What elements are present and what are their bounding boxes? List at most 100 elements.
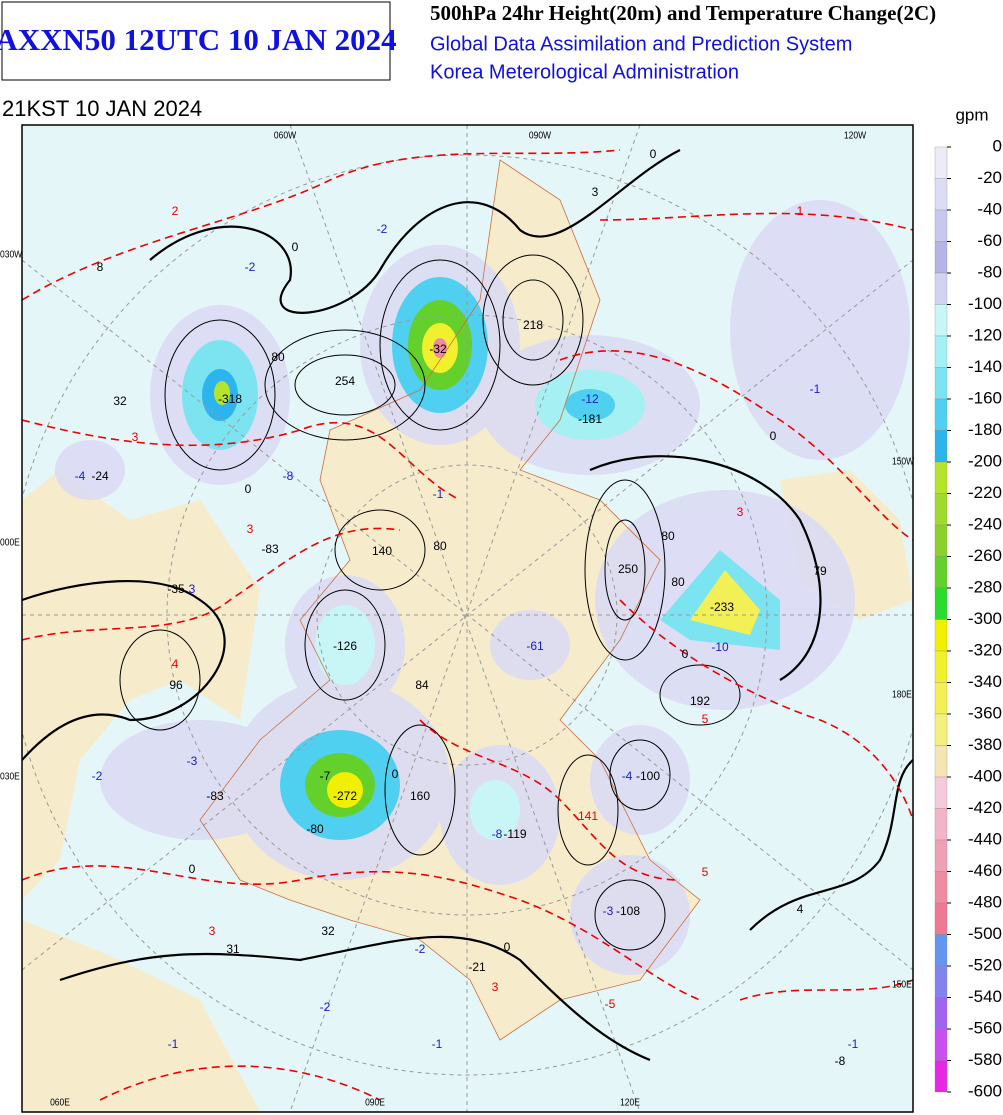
colorbar-swatch (934, 871, 948, 904)
colorbar-swatch (934, 713, 948, 746)
map-label: 0 (292, 240, 299, 254)
agency: Korea Meterological Administration (430, 61, 739, 83)
map-label: 141 (578, 809, 598, 823)
colorbar-swatch (934, 587, 948, 620)
map (22, 125, 913, 1112)
map-label: -2 (415, 942, 426, 956)
map-label: 2 (172, 204, 179, 218)
map-label: 80 (433, 539, 447, 553)
map-label: -83 (261, 542, 279, 556)
map-label: 250 (618, 562, 638, 576)
map-label: 31 (226, 942, 240, 956)
map-label: 79 (813, 564, 827, 578)
map-label: -1 (848, 1037, 859, 1051)
map-label: 5 (702, 712, 709, 726)
map-label: 80 (271, 350, 285, 364)
colorbar-swatch (934, 745, 948, 778)
map-label: 160 (410, 789, 430, 803)
grid-label: 030E (0, 771, 20, 782)
map-label: 96 (169, 678, 183, 692)
map-label: -8 (283, 469, 294, 483)
map-label: 32 (321, 924, 335, 938)
map-label: 254 (335, 374, 355, 388)
grid-label: 000E (0, 537, 20, 548)
colorbar-swatch (934, 461, 948, 494)
colorbar-label: -200 (968, 451, 1002, 470)
colorbar-label: -560 (968, 1018, 1002, 1037)
map-frame (21, 124, 914, 1113)
colorbar-swatch (934, 178, 948, 211)
colorbar-label: -280 (968, 577, 1002, 596)
strong-centers (182, 277, 780, 840)
map-label: -7 (320, 769, 331, 783)
map-label: 3 (132, 430, 139, 444)
map-label: -83 (206, 789, 224, 803)
colorbar-label: -500 (968, 924, 1002, 943)
colorbar-label: -100 (968, 294, 1002, 313)
map-label: -24 (91, 469, 109, 483)
map-label: -2 (245, 260, 256, 274)
colorbar-label: 0 (993, 136, 1002, 155)
map-label: -32 (429, 342, 447, 356)
colorbar-swatch (934, 808, 948, 841)
grid-label: 120E (620, 1097, 640, 1108)
map-label: 0 (245, 482, 252, 496)
map-label: -100 (636, 769, 660, 783)
colorbar-label: -480 (968, 892, 1002, 911)
colorbar-swatch (934, 776, 948, 809)
grid-label: 090W (529, 130, 551, 141)
colorbar-label: -540 (968, 987, 1002, 1006)
map-label: -61 (526, 639, 544, 653)
colorbar-label: -160 (968, 388, 1002, 407)
map-label: -8 (492, 827, 503, 841)
colorbar-label: -260 (968, 546, 1002, 565)
grid-label: 060W (274, 130, 296, 141)
map-label: 3 (189, 582, 196, 596)
colorbar-swatch (934, 304, 948, 337)
map-label: 3 (209, 924, 216, 938)
map-label: -272 (333, 789, 357, 803)
colorbar-label: -240 (968, 514, 1002, 533)
map-label: 0 (504, 940, 511, 954)
map-label: -2 (92, 769, 103, 783)
colorbar-label: -400 (968, 766, 1002, 785)
map-label: 32 (113, 394, 127, 408)
map-label: -80 (306, 822, 324, 836)
colorbar-label: -380 (968, 735, 1002, 754)
colorbar-swatch (934, 335, 948, 368)
map-label: -1 (433, 487, 444, 501)
map-label: 4 (172, 657, 179, 671)
colorbar-swatch (934, 1028, 948, 1061)
map-label: 218 (523, 318, 543, 332)
map-label: -5 (605, 997, 616, 1011)
map-label: 3 (247, 522, 254, 536)
map-label: -108 (616, 904, 640, 918)
colorbar-label: -60 (977, 231, 1002, 250)
map-label: -10 (711, 640, 729, 654)
colorbar-swatch (934, 524, 948, 557)
map-label: 3 (737, 505, 744, 519)
colorbar-label: -180 (968, 420, 1002, 439)
map-label: -318 (218, 392, 242, 406)
map-label: -181 (578, 412, 602, 426)
colorbar-label: -220 (968, 483, 1002, 502)
colorbar-swatch (934, 241, 948, 274)
map-label: -35 (167, 582, 185, 596)
grid-label: 060E (50, 1097, 70, 1108)
colorbar-swatch (934, 934, 948, 967)
colorbar-label: -440 (968, 829, 1002, 848)
colorbar-swatch (934, 430, 948, 463)
colorbar-swatch (934, 965, 948, 998)
colorbar-swatch (934, 367, 948, 400)
grid-label: 030W (0, 249, 22, 260)
colorbar-label: -80 (977, 262, 1002, 281)
map-label: 3 (492, 980, 499, 994)
map-label: -1 (168, 1037, 179, 1051)
height-contours (22, 149, 913, 1062)
colorbar-label: -300 (968, 609, 1002, 628)
colorbar-swatch (934, 1060, 948, 1093)
colorbar-swatch (934, 997, 948, 1030)
map-label: -3 (603, 904, 614, 918)
colorbar-label: -320 (968, 640, 1002, 659)
